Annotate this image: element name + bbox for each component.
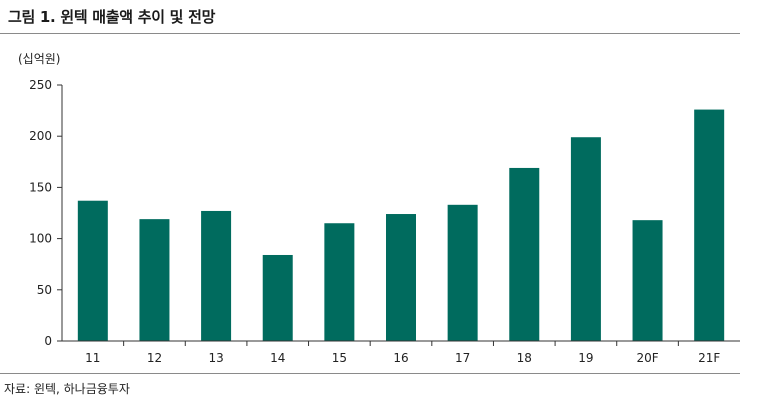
bar-12 xyxy=(139,219,170,341)
x-tick-label-11: 11 xyxy=(85,351,100,365)
figure-title: 그림 1. 윈텍 매출액 추이 및 전망 xyxy=(8,8,216,26)
bar-20F xyxy=(632,220,663,341)
x-tick-label-20F: 20F xyxy=(636,351,658,365)
bar-16 xyxy=(386,214,416,341)
bar-21F xyxy=(694,109,725,342)
bottom-divider xyxy=(0,373,740,374)
x-tick-label-17: 17 xyxy=(455,351,470,365)
y-tick-label: 50 xyxy=(37,283,52,297)
bar-19 xyxy=(570,137,601,341)
y-tick-label: 100 xyxy=(29,232,52,246)
bar-11 xyxy=(77,200,108,341)
x-tick-label-14: 14 xyxy=(270,351,285,365)
x-tick-label-15: 15 xyxy=(332,351,347,365)
source-note: 자료: 윈텍, 하나금융투자 xyxy=(4,382,130,396)
x-tick-label-13: 13 xyxy=(208,351,223,365)
y-axis-ticks: 0 50 100 150 200 250 xyxy=(29,78,62,348)
top-divider xyxy=(0,33,740,34)
bar-14 xyxy=(262,254,293,341)
y-axis-unit-label: (십억원) xyxy=(18,52,61,66)
y-tick-label: 150 xyxy=(29,180,52,194)
x-tick-label-12: 12 xyxy=(147,351,162,365)
bars-group xyxy=(77,109,725,342)
x-tick-label-18: 18 xyxy=(517,351,532,365)
bar-15 xyxy=(324,223,355,341)
bar-18 xyxy=(509,167,540,341)
x-tick-label-19: 19 xyxy=(578,351,593,365)
axes-group xyxy=(61,85,740,342)
bar-13 xyxy=(201,210,232,341)
bar-17 xyxy=(447,204,478,341)
y-tick-label: 0 xyxy=(44,334,52,348)
x-tick-label-21F: 21F xyxy=(698,351,720,365)
y-tick-label: 200 xyxy=(29,129,52,143)
x-tick-label-16: 16 xyxy=(393,351,408,365)
y-tick-label: 250 xyxy=(29,78,52,92)
x-axis-ticks: 11 12 13 14 15 16 17 18 19 20F 21F xyxy=(85,341,720,365)
